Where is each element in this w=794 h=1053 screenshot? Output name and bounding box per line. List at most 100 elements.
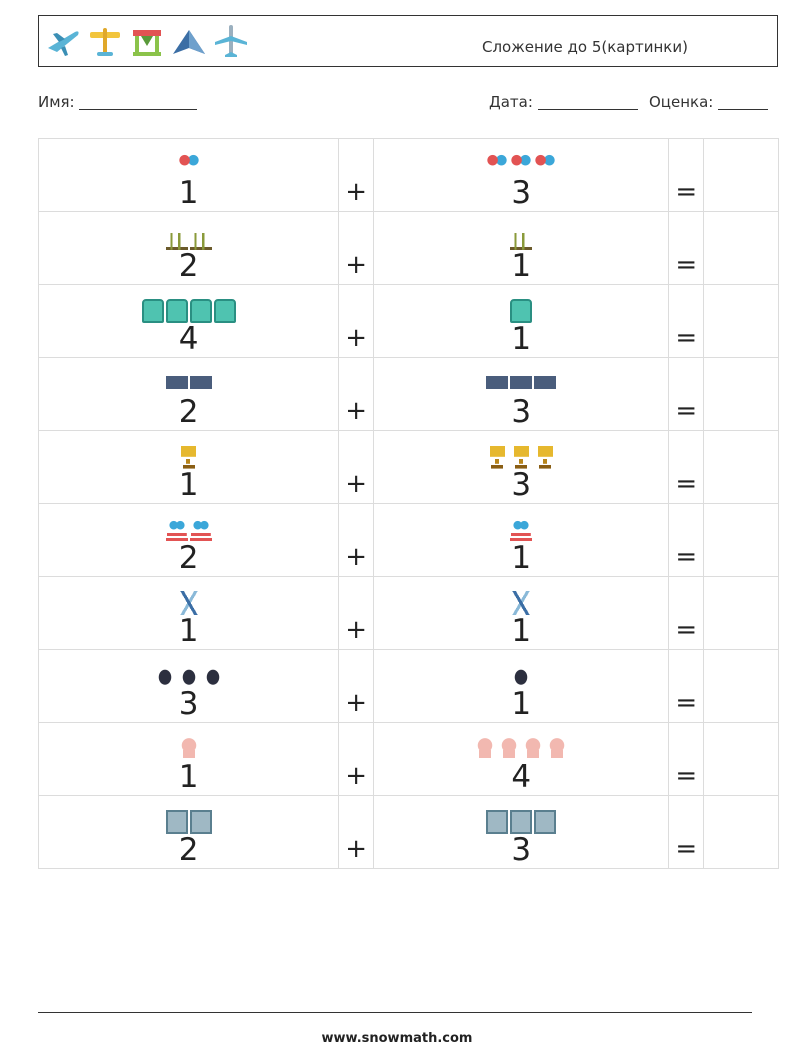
ladder-icon <box>510 591 533 615</box>
operand-a-cell: 1 <box>37 576 340 650</box>
van-icon <box>189 372 212 396</box>
equals-cell: = <box>668 795 705 869</box>
maze-icon <box>189 810 212 834</box>
name-label: Имя: <box>38 93 75 111</box>
picture-group <box>374 443 668 469</box>
operand-a-cell: 1 <box>37 722 340 796</box>
plant-icon <box>189 226 212 250</box>
chef-icon <box>177 737 200 761</box>
ladder-icon <box>177 591 200 615</box>
plus-sign: + <box>345 250 368 280</box>
equals-sign: = <box>675 761 698 791</box>
answer-cell[interactable] <box>703 211 779 285</box>
equals-sign: = <box>675 834 698 864</box>
propeller-plane-icon <box>87 22 123 60</box>
operand-b-number: 4 <box>511 759 532 795</box>
jet-icon <box>213 22 249 60</box>
plus-cell: + <box>338 211 375 285</box>
beetle-icon <box>201 664 224 688</box>
picture-group <box>39 370 338 396</box>
operand-a-number: 1 <box>178 467 199 503</box>
problem-row: 2 +3 = <box>37 357 779 431</box>
maze-icon <box>165 810 188 834</box>
chef-icon <box>474 737 497 761</box>
trophy-icon <box>510 445 533 469</box>
picture-group <box>39 443 338 469</box>
picture-group <box>374 224 668 250</box>
plus-sign: + <box>345 615 368 645</box>
plus-cell: + <box>338 357 375 431</box>
glider-icon <box>129 22 165 60</box>
stealth-jet-icon <box>171 22 207 60</box>
header-logos <box>45 22 249 60</box>
operand-a-cell: 1 <box>37 138 340 212</box>
van-icon <box>534 372 557 396</box>
answer-cell[interactable] <box>703 357 779 431</box>
equals-cell: = <box>668 211 705 285</box>
equals-cell: = <box>668 284 705 358</box>
cake-icon <box>510 518 533 542</box>
answer-cell[interactable] <box>703 284 779 358</box>
operand-b-cell: 4 <box>373 722 670 796</box>
cake-icon <box>189 518 212 542</box>
picture-group <box>374 662 668 688</box>
maze-icon <box>510 810 533 834</box>
equals-sign: = <box>675 469 698 499</box>
picture-group <box>39 224 338 250</box>
bus-icon <box>165 299 188 323</box>
answer-cell[interactable] <box>703 795 779 869</box>
operand-b-number: 1 <box>511 540 532 576</box>
plus-cell: + <box>338 795 375 869</box>
answer-cell[interactable] <box>703 649 779 723</box>
equals-cell: = <box>668 649 705 723</box>
grade-field: Оценка: <box>649 93 769 111</box>
worksheet-title: Сложение до 5(картинки) <box>482 38 688 56</box>
plus-sign: + <box>345 396 368 426</box>
picture-group <box>39 516 338 542</box>
operand-b-cell: 1 <box>373 503 670 577</box>
operand-b-cell: 1 <box>373 284 670 358</box>
chef-icon <box>546 737 569 761</box>
operand-b-cell: 3 <box>373 138 670 212</box>
problem-row: 1 +4 = <box>37 722 779 796</box>
operand-a-number: 1 <box>178 613 199 649</box>
operand-b-number: 1 <box>511 686 532 722</box>
answer-cell[interactable] <box>703 430 779 504</box>
picture-group <box>39 589 338 615</box>
date-line[interactable] <box>537 95 638 110</box>
maze-icon <box>534 810 557 834</box>
van-icon <box>510 372 533 396</box>
picture-group <box>374 151 668 177</box>
equals-sign: = <box>675 688 698 718</box>
picture-group <box>39 297 338 323</box>
balloons-icon <box>510 153 533 177</box>
operand-a-cell: 1 <box>37 430 340 504</box>
equals-cell: = <box>668 576 705 650</box>
answer-cell[interactable] <box>703 576 779 650</box>
plus-cell: + <box>338 138 375 212</box>
operand-a-cell: 2 <box>37 503 340 577</box>
picture-group <box>374 589 668 615</box>
operand-a-number: 2 <box>178 394 199 430</box>
name-line[interactable] <box>79 95 198 110</box>
operand-a-number: 2 <box>178 248 199 284</box>
answer-cell[interactable] <box>703 503 779 577</box>
answer-cell[interactable] <box>703 138 779 212</box>
problem-grid: 1 +3 = 2 +1 = 4 +1 = 2 +3 = 1 +3 = 2 +1 = 1 +1 = 3 +1 = 1 +4 = 2 +3 = <box>37 138 779 869</box>
grade-line[interactable] <box>718 95 769 110</box>
picture-group <box>374 808 668 834</box>
operand-a-cell: 2 <box>37 357 340 431</box>
operand-b-number: 1 <box>511 248 532 284</box>
equals-cell: = <box>668 722 705 796</box>
balloons-icon <box>177 153 200 177</box>
plus-sign: + <box>345 834 368 864</box>
footer-divider <box>38 1012 752 1013</box>
plus-cell: + <box>338 503 375 577</box>
plus-sign: + <box>345 177 368 207</box>
operand-b-number: 1 <box>511 613 532 649</box>
operand-a-cell: 4 <box>37 284 340 358</box>
bus-icon <box>510 299 533 323</box>
picture-group <box>374 735 668 761</box>
answer-cell[interactable] <box>703 722 779 796</box>
balloons-icon <box>534 153 557 177</box>
